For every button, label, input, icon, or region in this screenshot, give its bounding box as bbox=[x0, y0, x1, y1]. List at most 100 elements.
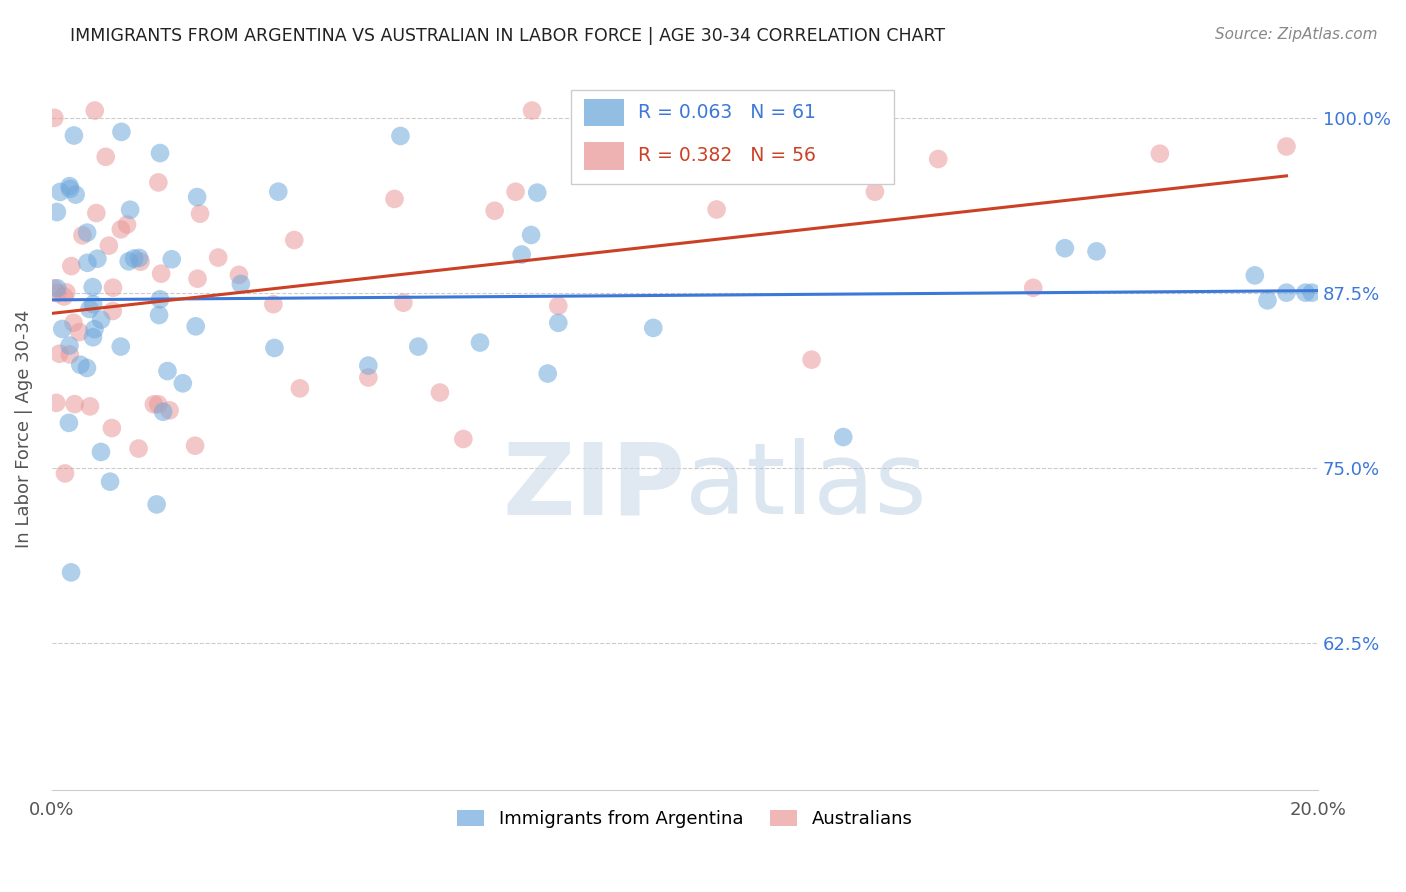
Point bbox=[46, 281, 69, 295]
Point bbox=[389, 128, 412, 143]
Point bbox=[51, 322, 73, 336]
Point bbox=[643, 139, 665, 153]
Point bbox=[357, 359, 380, 373]
Point bbox=[1256, 293, 1278, 308]
Point bbox=[58, 338, 80, 352]
Point bbox=[110, 222, 132, 236]
Point bbox=[145, 498, 167, 512]
Point bbox=[101, 304, 124, 318]
Point bbox=[128, 251, 150, 265]
Point bbox=[79, 400, 101, 414]
Point bbox=[148, 397, 170, 411]
Point bbox=[547, 299, 569, 313]
Legend: Immigrants from Argentina, Australians: Immigrants from Argentina, Australians bbox=[450, 802, 920, 835]
Point bbox=[1301, 285, 1323, 300]
Point bbox=[48, 347, 70, 361]
Point bbox=[148, 176, 170, 190]
Point bbox=[120, 202, 142, 217]
Point bbox=[187, 271, 209, 285]
Point bbox=[149, 293, 172, 307]
Point bbox=[262, 297, 284, 311]
Point bbox=[706, 202, 728, 217]
Point bbox=[59, 182, 82, 196]
Point bbox=[172, 376, 194, 391]
Point bbox=[429, 385, 451, 400]
Point bbox=[1275, 285, 1298, 300]
Point bbox=[67, 325, 90, 339]
Point bbox=[98, 475, 121, 489]
Point bbox=[49, 185, 72, 199]
Point bbox=[1149, 146, 1171, 161]
Point bbox=[643, 321, 665, 335]
Point bbox=[110, 125, 132, 139]
Point bbox=[90, 312, 112, 326]
Point bbox=[184, 319, 207, 334]
Point bbox=[83, 322, 105, 336]
Point bbox=[69, 358, 91, 372]
Point bbox=[97, 238, 120, 252]
FancyBboxPatch shape bbox=[571, 90, 894, 184]
Point bbox=[453, 432, 475, 446]
Y-axis label: In Labor Force | Age 30-34: In Labor Force | Age 30-34 bbox=[15, 310, 32, 549]
Point bbox=[160, 252, 183, 267]
Point bbox=[1243, 268, 1265, 283]
Point bbox=[537, 367, 560, 381]
Point bbox=[83, 103, 105, 118]
Point bbox=[76, 361, 98, 376]
Point bbox=[510, 247, 533, 261]
Point bbox=[129, 254, 152, 268]
Point bbox=[150, 267, 173, 281]
Point bbox=[1022, 281, 1045, 295]
Point bbox=[45, 396, 67, 410]
Point bbox=[863, 185, 886, 199]
Point bbox=[44, 111, 66, 125]
Point bbox=[53, 289, 76, 303]
Point bbox=[128, 442, 150, 456]
Point bbox=[357, 370, 380, 384]
Point bbox=[79, 301, 101, 316]
Point bbox=[207, 251, 229, 265]
Bar bbox=[583, 142, 624, 169]
Point bbox=[63, 128, 86, 143]
Point bbox=[832, 430, 855, 444]
Point bbox=[115, 218, 138, 232]
Point bbox=[406, 340, 429, 354]
Text: R = 0.063   N = 61: R = 0.063 N = 61 bbox=[638, 103, 815, 122]
Point bbox=[520, 227, 543, 242]
Point bbox=[468, 335, 491, 350]
Point bbox=[547, 316, 569, 330]
Point bbox=[188, 207, 211, 221]
Point bbox=[42, 281, 65, 295]
Point bbox=[94, 150, 117, 164]
Point bbox=[82, 280, 104, 294]
Point bbox=[1295, 285, 1317, 300]
Point bbox=[800, 352, 823, 367]
Point bbox=[110, 340, 132, 354]
Point bbox=[72, 228, 94, 243]
Point bbox=[60, 566, 83, 580]
Point bbox=[118, 254, 141, 268]
Point bbox=[1275, 139, 1298, 153]
Point bbox=[90, 445, 112, 459]
Point bbox=[82, 330, 104, 344]
Point bbox=[184, 439, 207, 453]
Point bbox=[55, 285, 77, 300]
Point bbox=[267, 185, 290, 199]
Point bbox=[58, 416, 80, 430]
Point bbox=[58, 179, 80, 194]
Point bbox=[45, 205, 67, 219]
Point bbox=[392, 295, 415, 310]
Point bbox=[62, 316, 84, 330]
Text: atlas: atlas bbox=[685, 439, 927, 535]
Point bbox=[159, 403, 181, 417]
Point bbox=[149, 146, 172, 161]
Point bbox=[59, 347, 82, 361]
Point bbox=[46, 286, 69, 301]
Point bbox=[86, 206, 108, 220]
Point bbox=[526, 186, 548, 200]
Point bbox=[520, 103, 543, 118]
Text: Source: ZipAtlas.com: Source: ZipAtlas.com bbox=[1215, 27, 1378, 42]
Point bbox=[484, 203, 506, 218]
Point bbox=[53, 467, 76, 481]
Point bbox=[142, 397, 165, 411]
